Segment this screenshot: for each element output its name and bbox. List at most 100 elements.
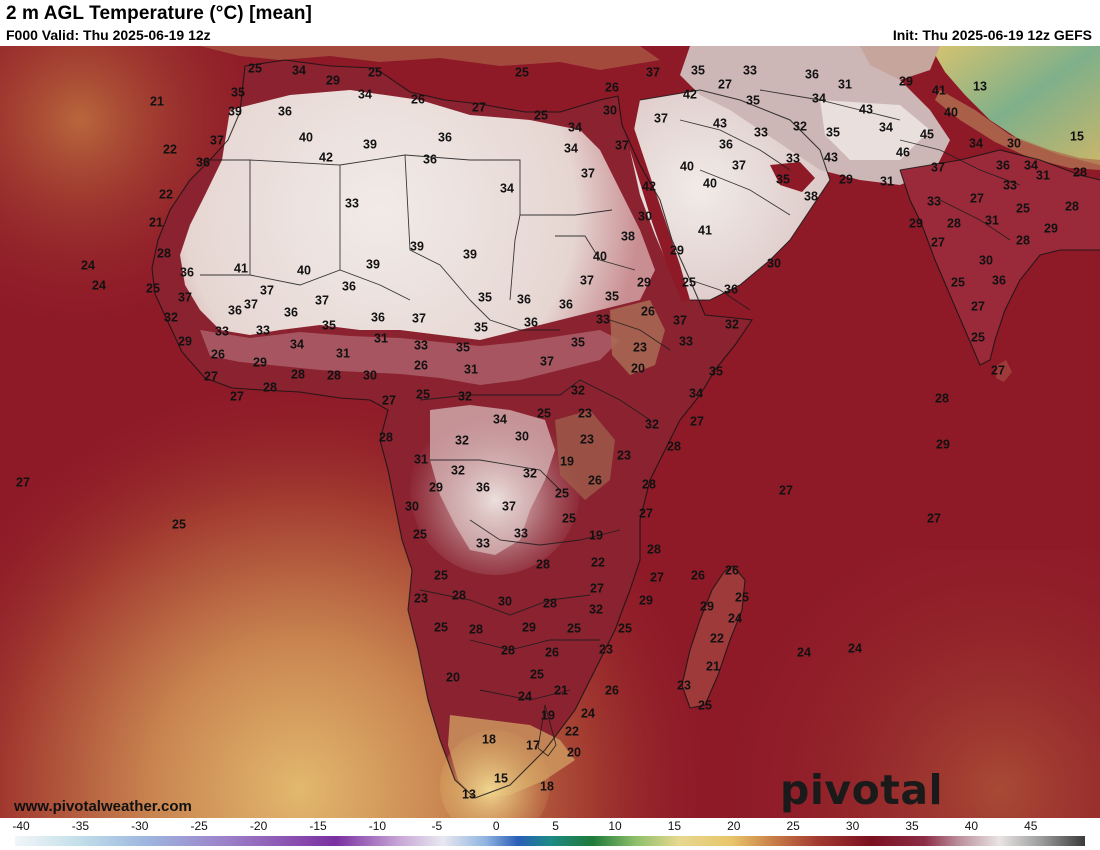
map-header: 2 m AGL Temperature (°C) [mean] F000 Val… [0,0,1100,46]
temperature-value-label: 36 [476,480,490,494]
temperature-value-label: 42 [683,87,697,101]
temperature-value-label: 35 [746,93,760,107]
temperature-value-label: 24 [518,689,532,703]
southeast-indian-ocean-shading [700,550,1100,818]
colorbar-tick: -40 [12,819,30,833]
temperature-value-label: 34 [292,63,306,77]
website-url[interactable]: www.pivotalweather.com [14,798,192,815]
temperature-value-label: 40 [703,176,717,190]
temperature-value-label: 32 [725,317,739,331]
temperature-value-label: 37 [673,313,687,327]
temperature-map[interactable]: 34 29 25 35 25 34 26 27 25 25 26 37 35 33 36 31 29 41 13 21… [0,46,1100,818]
temperature-value-label: 37 [260,283,274,297]
valid-time: F000 Valid: Thu 2025-06-19 12z [6,27,211,43]
temperature-value-label: 36 [278,104,292,118]
temperature-value-label: 22 [163,142,177,156]
colorbar-tick: -10 [368,819,387,833]
temperature-value-label: 28 [263,380,277,394]
temperature-value-label: 43 [713,116,727,130]
temperature-value-label: 32 [164,310,178,324]
temperature-value-label: 36 [559,297,573,311]
temperature-value-label: 25 [434,568,448,582]
temperature-value-label: 29 [700,599,714,613]
colorbar-tick: -30 [131,819,149,833]
colorbar-tick: 10 [608,819,622,833]
coastline-outlines [151,59,1100,799]
temperature-value-label: 25 [562,511,576,525]
temperature-value-label: 26 [605,80,619,94]
temperature-value-label: 33 [215,324,229,338]
temperature-value-label: 37 [732,158,746,172]
temperature-value-label: 36 [371,310,385,324]
temperature-value-label: 33 [345,196,359,210]
temperature-value-label: 25 [368,65,382,79]
temperature-value-label: 37 [412,311,426,325]
temperature-value-label: 25 [434,620,448,634]
temperature-value-label: 25 [1016,201,1030,215]
temperature-value-label: 36 [438,130,452,144]
temperature-value-label: 25 [534,108,548,122]
temperature-value-label: 37 [502,499,516,513]
temperature-value-label: 43 [824,150,838,164]
temperature-value-label: 37 [654,111,668,125]
temperature-value-label: 27 [639,506,653,520]
temperature-value-label: 28 [1065,199,1079,213]
temperature-colorbar: -40 -35 -30 -25 -20 -15 -10 -5 0 5 10 15 20 25 30 35 40 4… [0,818,1100,850]
temperature-value-label: 36 [284,305,298,319]
temperature-value-label: 33 [786,151,800,165]
temperature-value-label: 24 [92,278,106,292]
colorbar-tick: -15 [309,819,327,833]
temperature-value-label: 23 [599,642,613,656]
temperature-value-label: 29 [639,593,653,607]
temperature-value-label: 35 [826,125,840,139]
temperature-value-label: 32 [645,417,659,431]
temperature-value-label: 35 [456,340,470,354]
temperature-value-label: 32 [455,433,469,447]
temperature-value-label: 34 [1024,158,1038,172]
temperature-value-label: 37 [244,297,258,311]
temperature-value-label: 36 [805,67,819,81]
temperature-value-label: 37 [581,166,595,180]
temperature-value-label: 28 [157,246,171,260]
temperature-value-label: 35 [571,335,585,349]
temperature-value-label: 25 [971,330,985,344]
temperature-value-label: 26 [605,683,619,697]
temperature-value-label: 35 [474,320,488,334]
temperature-value-label: 34 [358,87,372,101]
temperature-value-label: 37 [931,160,945,174]
red-sea [618,110,690,302]
temperature-value-label: 29 [429,480,443,494]
himalaya-ridge [935,90,1100,170]
sri-lanka [996,360,1012,382]
southern-europe-land [200,46,660,70]
temperature-value-label: 36 [196,155,210,169]
temperature-value-label: 31 [1036,168,1050,182]
colorbar-tick: 15 [667,819,682,833]
temperature-value-label: 28 [501,643,515,657]
temperature-value-label: 26 [411,92,425,106]
temperature-value-label: 28 [291,367,305,381]
ethiopian-highlands [610,300,665,375]
temperature-value-label: 34 [689,386,703,400]
temperature-value-label: 28 [642,477,656,491]
temperature-value-label: 37 [646,65,660,79]
temperature-value-label: 40 [593,249,607,263]
temperature-value-label: 30 [767,256,781,270]
temperature-value-label: 19 [589,528,603,542]
temperature-value-label: 39 [366,257,380,271]
temperature-value-label: 33 [754,125,768,139]
temperature-value-label: 41 [932,83,946,97]
temperature-value-label: 31 [838,77,852,91]
colorbar-tick: 20 [727,819,741,833]
cape-cool-core [440,730,550,818]
temperature-value-label: 23 [677,678,691,692]
temperature-value-label: 28 [543,596,557,610]
temperature-value-label: 23 [414,591,428,605]
temperature-value-label: 31 [880,174,894,188]
temperature-value-label: 36 [517,292,531,306]
temperature-value-label: 33 [256,323,270,337]
temperature-value-label: 30 [363,368,377,382]
temperature-value-label: 31 [374,331,388,345]
